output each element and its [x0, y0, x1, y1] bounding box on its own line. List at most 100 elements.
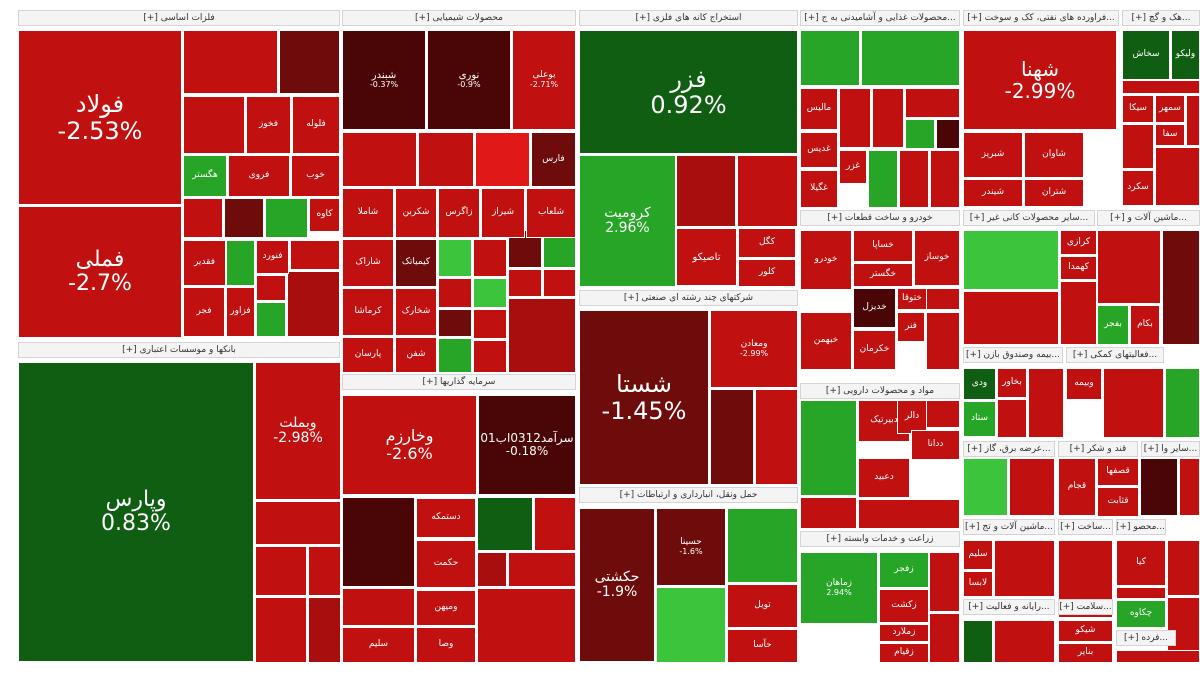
treemap-cell[interactable] — [1103, 368, 1164, 438]
treemap-tile[interactable]: فلوله — [292, 96, 340, 154]
treemap-cell[interactable] — [872, 88, 904, 148]
sector-header[interactable]: ...رایانه و فعالیت [+] — [963, 599, 1055, 615]
treemap-tile[interactable]: سلیم — [963, 540, 993, 570]
treemap-tile[interactable]: سلیم — [342, 627, 415, 663]
treemap-tile[interactable]: کلور — [738, 259, 796, 287]
treemap-cell[interactable] — [477, 588, 576, 663]
treemap-tile[interactable]: سفا — [1155, 124, 1185, 146]
treemap-cell[interactable] — [1122, 80, 1200, 94]
treemap-cell[interactable] — [508, 552, 576, 587]
treemap-cell[interactable] — [1165, 368, 1200, 438]
treemap-tile[interactable]: فقدیر — [183, 240, 226, 286]
treemap-tile[interactable]: شفن — [395, 337, 437, 373]
treemap-tile[interactable]: شستا -1.45% — [579, 310, 709, 485]
treemap-tile[interactable]: خوساز — [914, 230, 960, 286]
treemap-tile[interactable]: شلعاب — [526, 188, 576, 238]
treemap-cell[interactable] — [1009, 458, 1055, 516]
treemap-tile[interactable]: فولاد -2.53% — [18, 30, 182, 205]
treemap-cell[interactable] — [438, 239, 472, 277]
treemap-cell[interactable] — [1155, 147, 1200, 206]
treemap-tile[interactable]: کاوه — [309, 198, 340, 232]
sector-header[interactable]: ...سایر وا [+] — [1141, 441, 1200, 457]
treemap-tile[interactable]: خساپا — [853, 230, 913, 262]
treemap-tile[interactable]: خودرو — [800, 230, 852, 290]
treemap-tile[interactable]: حسینا -1.6% — [656, 508, 726, 586]
treemap-cell[interactable] — [256, 275, 286, 301]
treemap-tile[interactable]: تاصیکو — [676, 228, 737, 286]
treemap-tile[interactable]: قجام — [1058, 458, 1096, 516]
treemap-cell[interactable] — [936, 119, 960, 149]
treemap-tile[interactable]: زفجر — [879, 552, 929, 588]
treemap-tile[interactable]: بوعلی -2.71% — [512, 30, 576, 130]
treemap-tile[interactable]: سمهر — [1155, 95, 1185, 123]
treemap-cell[interactable] — [477, 552, 507, 587]
sector-header[interactable]: حمل ونقل، انبارداری و ارتباطات [+] — [579, 487, 798, 503]
treemap-tile[interactable]: ستاد — [963, 401, 996, 437]
treemap-cell[interactable] — [255, 501, 341, 545]
sector-header[interactable]: سرمایه گذاریها [+] — [342, 374, 576, 390]
treemap-tile[interactable]: دستمکه — [416, 498, 476, 538]
treemap-cell[interactable] — [710, 389, 754, 485]
treemap-tile[interactable]: زماهان 2.94% — [800, 552, 878, 624]
treemap-tile[interactable]: وخارزم -2.6% — [342, 395, 477, 495]
treemap-cell[interactable] — [534, 497, 576, 551]
treemap-tile[interactable]: کرومیت 2.96% — [579, 155, 676, 287]
sector-header[interactable]: بانکها و موسسات اعتباری [+] — [18, 342, 340, 358]
treemap-tile[interactable]: ودی — [963, 368, 996, 400]
treemap-cell[interactable] — [905, 88, 960, 118]
treemap-tile[interactable]: ختوقا — [897, 288, 927, 310]
sector-header[interactable]: ...ماشین آلات و تج [+] — [963, 519, 1055, 535]
treemap-tile[interactable]: غگیلا — [800, 170, 838, 208]
treemap-cell[interactable] — [905, 119, 935, 149]
treemap-tile[interactable]: فخوز — [246, 96, 291, 154]
treemap-tile[interactable]: ومیهن — [416, 590, 476, 626]
treemap-cell[interactable] — [1186, 95, 1200, 146]
treemap-cell[interactable] — [727, 508, 798, 583]
treemap-tile[interactable]: فجر — [183, 287, 225, 337]
sector-header[interactable]: ...فعالیتهای کمکی [+] — [1066, 347, 1164, 363]
sector-header[interactable]: مواد و محصولات دارویی [+] — [800, 383, 960, 399]
treemap-cell[interactable] — [508, 298, 576, 373]
treemap-cell[interactable] — [755, 389, 798, 485]
treemap-tile[interactable]: بخاور — [997, 368, 1027, 398]
treemap-tile[interactable]: فزاور — [226, 287, 255, 337]
sector-header[interactable]: فلزات اساسی [+] — [18, 10, 340, 26]
treemap-cell[interactable] — [308, 597, 341, 663]
treemap-tile[interactable]: هگستر — [183, 155, 227, 197]
treemap-cell[interactable] — [800, 30, 860, 86]
treemap-cell[interactable] — [926, 312, 960, 370]
treemap-tile[interactable]: شیندر — [963, 179, 1023, 207]
treemap-cell[interactable] — [656, 587, 726, 663]
treemap-tile[interactable]: کگل — [738, 228, 796, 258]
treemap-tile[interactable]: دالر — [897, 400, 927, 434]
treemap-cell[interactable] — [963, 230, 1059, 290]
treemap-tile[interactable]: خدیزل — [853, 288, 896, 328]
treemap-cell[interactable] — [438, 338, 472, 373]
treemap-tile[interactable]: زملارد — [879, 624, 929, 642]
treemap-cell[interactable] — [438, 278, 472, 308]
treemap-tile[interactable]: چکاوه — [1116, 600, 1166, 628]
treemap-tile[interactable]: شخارک — [395, 288, 437, 336]
treemap-tile[interactable]: مالیس — [800, 88, 838, 130]
treemap-cell[interactable] — [508, 269, 542, 297]
sector-header[interactable]: ...بیمه وصندوق بازن [+] — [963, 347, 1063, 363]
treemap-tile[interactable]: سکرد — [1122, 170, 1154, 206]
treemap-tile[interactable]: وصا — [416, 627, 476, 663]
treemap-tile[interactable]: خکرمان — [853, 330, 896, 370]
treemap-tile[interactable]: زکشت — [879, 589, 929, 623]
sector-header[interactable]: ...ساخت [+] — [1058, 519, 1113, 535]
treemap-cell[interactable] — [342, 132, 417, 187]
treemap-cell[interactable] — [1167, 540, 1200, 596]
treemap-tile[interactable]: حکشتی -1.9% — [579, 508, 655, 662]
treemap-tile[interactable]: خگستر — [853, 263, 913, 287]
treemap-tile[interactable]: بفجر — [1097, 305, 1129, 345]
treemap-cell[interactable] — [858, 499, 960, 529]
treemap-tile[interactable]: سیکا — [1122, 95, 1154, 123]
treemap-tile[interactable]: خبهمن — [800, 312, 852, 370]
treemap-cell[interactable] — [418, 132, 474, 187]
treemap-cell[interactable] — [1097, 230, 1161, 304]
sector-header[interactable]: شرکتهای چند رشته ای صنعتی [+] — [579, 290, 798, 306]
treemap-cell[interactable] — [438, 309, 472, 337]
treemap-tile[interactable]: کرازی — [1060, 230, 1097, 255]
treemap-cell[interactable] — [473, 340, 507, 373]
